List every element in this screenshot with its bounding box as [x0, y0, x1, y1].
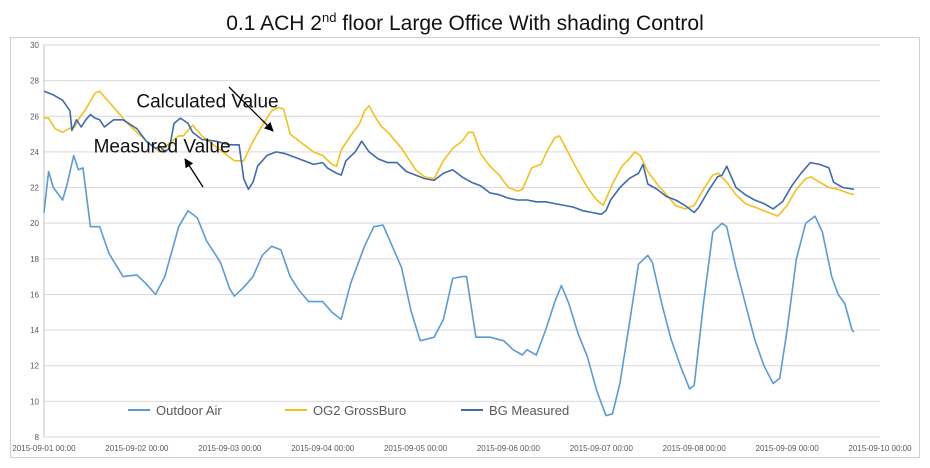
y-tick-label: 20 [30, 219, 39, 228]
y-tick-label: 14 [30, 326, 39, 335]
y-tick-label: 18 [30, 255, 39, 264]
x-tick-label: 2015-09-06 00:00 [477, 444, 541, 453]
y-tick-label: 12 [30, 362, 39, 371]
series-lines [43, 90, 855, 417]
x-tick-label: 2015-09-04 00:00 [291, 444, 355, 453]
y-tick-label: 28 [30, 77, 39, 86]
annotation-calculated: Calculated Value [136, 91, 278, 112]
chart-title-superscript: nd [321, 10, 337, 25]
y-axis-ticks: 8 10 12 14 16 18 20 22 24 26 28 30 [30, 41, 39, 442]
series-line-2 [43, 90, 855, 216]
y-tick-label: 8 [35, 433, 40, 442]
x-tick-label: 2015-09-09 00:00 [756, 444, 820, 453]
chart-title-rest: floor Large Office With shading Control [336, 12, 704, 35]
x-tick-label: 2015-09-08 00:00 [663, 444, 727, 453]
legend-label: BG Measured [489, 403, 569, 418]
y-tick-label: 30 [30, 41, 39, 50]
y-tick-label: 16 [30, 290, 39, 299]
legend-label: Outdoor Air [156, 403, 222, 418]
y-tick-label: 10 [30, 397, 39, 406]
chart-title: 0.1 ACH 2nd floor Large Office With shad… [0, 4, 930, 38]
x-tick-label: 2015-09-10 00:00 [848, 444, 912, 453]
x-tick-label: 2015-09-05 00:00 [384, 444, 448, 453]
gridlines [43, 44, 880, 438]
x-tick-label: 2015-09-03 00:00 [198, 444, 262, 453]
y-tick-label: 24 [30, 148, 39, 157]
arrow-calculated [228, 86, 274, 132]
x-tick-label: 2015-09-01 00:00 [12, 444, 76, 453]
arrow-measured [184, 158, 204, 188]
legend-label: OG2 GrossBuro [313, 403, 406, 418]
y-tick-label: 22 [30, 184, 39, 193]
chart-area [10, 37, 920, 458]
x-axis-ticks: 2015-09-01 00:00 2015-09-02 00:00 2015-09-… [12, 444, 912, 453]
legend: Outdoor Air OG2 GrossBuro BG Measured [128, 403, 569, 418]
chart-title-main: 0.1 ACH 2 [226, 12, 322, 35]
annotation-measured: Measured Value [94, 136, 231, 157]
y-tick-label: 26 [30, 112, 39, 121]
series-line-0 [43, 154, 855, 417]
x-tick-label: 2015-09-02 00:00 [105, 444, 169, 453]
x-tick-label: 2015-09-07 00:00 [570, 444, 634, 453]
annotations: Calculated Value Measured Value [94, 86, 279, 188]
